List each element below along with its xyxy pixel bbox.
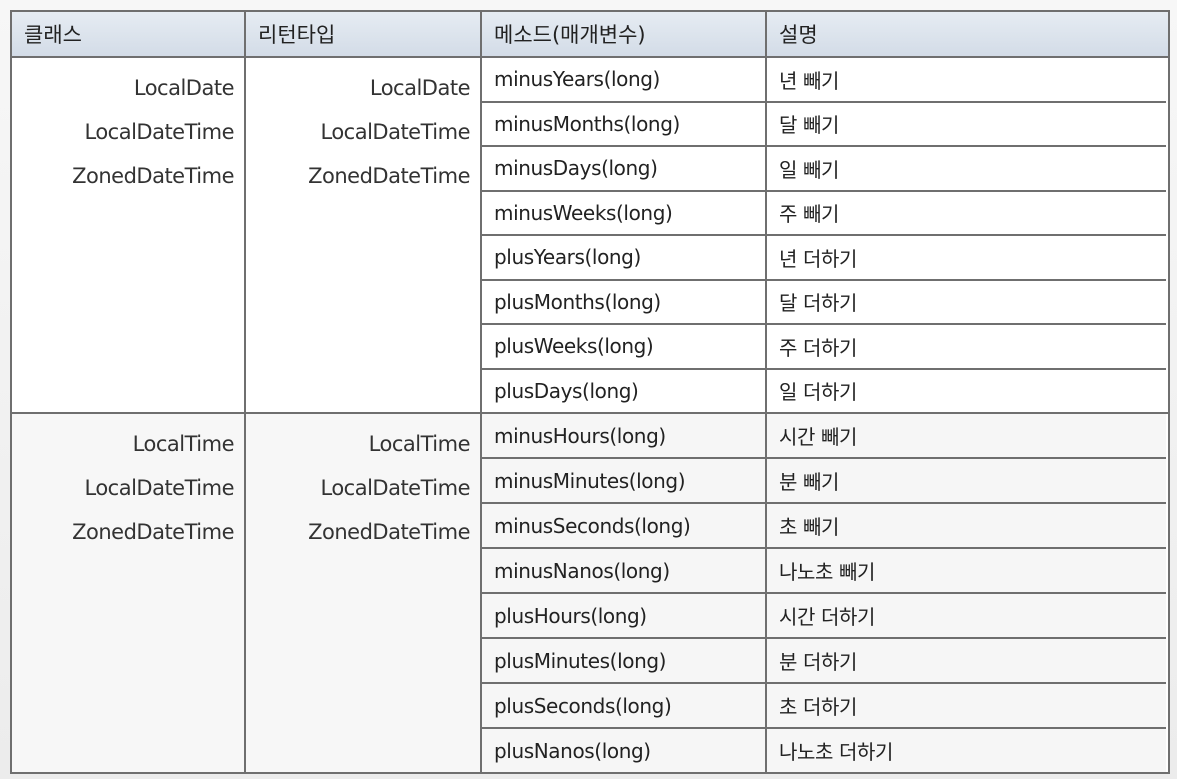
table-row: plusDays(long) 일 더하기 bbox=[482, 369, 1166, 412]
return-type: LocalDateTime bbox=[320, 476, 470, 500]
description-cell: 년 더하기 bbox=[779, 246, 857, 271]
class-name: LocalDateTime bbox=[84, 120, 234, 144]
method-cell: minusMonths(long) bbox=[482, 102, 767, 145]
return-types: LocalTime LocalDateTime ZonedDateTime bbox=[246, 414, 482, 772]
return-type: LocalDateTime bbox=[320, 120, 470, 144]
method-cell: minusNanos(long) bbox=[482, 549, 767, 592]
method-rows: minusHours(long) 시간 빼기 minusMinutes(long… bbox=[482, 414, 1166, 772]
description-cell: 초 더하기 bbox=[779, 695, 857, 719]
description-cell: 분 빼기 bbox=[779, 470, 839, 494]
table-row: plusNanos(long) 나노초 더하기 bbox=[482, 729, 1166, 772]
table-row: minusMinutes(long) 분 빼기 bbox=[482, 459, 1166, 504]
method-cell: plusMinutes(long) bbox=[482, 639, 767, 682]
table-row: plusWeeks(long) 주 더하기 bbox=[482, 325, 1166, 370]
table-row: plusMonths(long) 달 더하기 bbox=[482, 280, 1166, 325]
table-header: 클래스 리턴타입 메소드(매개변수) 설명 bbox=[12, 12, 1168, 58]
description-cell: 나노초 더하기 bbox=[779, 740, 893, 764]
return-type: LocalTime bbox=[368, 432, 471, 456]
method-cell: minusYears(long) bbox=[482, 58, 767, 101]
return-type: ZonedDateTime bbox=[308, 164, 470, 188]
description-cell: 분 더하기 bbox=[779, 650, 857, 674]
method-cell: minusWeeks(long) bbox=[482, 191, 767, 234]
table-row: plusMinutes(long) 분 더하기 bbox=[482, 639, 1166, 684]
description-cell: 달 더하기 bbox=[779, 291, 857, 316]
method-table: 클래스 리턴타입 메소드(매개변수) 설명 LocalDate LocalDat… bbox=[10, 10, 1170, 774]
class-name: ZonedDateTime bbox=[72, 164, 234, 188]
header-return-type: 리턴타입 bbox=[246, 12, 482, 56]
method-cell: minusMinutes(long) bbox=[482, 459, 767, 502]
table-row: minusMonths(long) 달 빼기 bbox=[482, 102, 1166, 147]
header-method: 메소드(매개변수) bbox=[482, 12, 767, 56]
description-cell: 초 빼기 bbox=[779, 515, 839, 539]
method-cell: plusDays(long) bbox=[482, 369, 767, 412]
table-row: plusHours(long) 시간 더하기 bbox=[482, 594, 1166, 639]
class-names: LocalDate LocalDateTime ZonedDateTime bbox=[12, 58, 246, 412]
method-cell: plusMonths(long) bbox=[482, 280, 767, 323]
header-class: 클래스 bbox=[12, 12, 246, 56]
table-row: plusSeconds(long) 초 더하기 bbox=[482, 684, 1166, 729]
method-cell: plusYears(long) bbox=[482, 236, 767, 279]
description-cell: 나노초 빼기 bbox=[779, 560, 875, 584]
class-name: LocalDate bbox=[133, 76, 235, 100]
class-names: LocalTime LocalDateTime ZonedDateTime bbox=[12, 414, 246, 772]
method-rows: minusYears(long) 년 빼기 minusMonths(long) … bbox=[482, 58, 1166, 412]
description-cell: 시간 빼기 bbox=[779, 425, 857, 449]
method-cell: plusNanos(long) bbox=[482, 729, 767, 772]
class-name: LocalDateTime bbox=[84, 476, 234, 500]
table-row: minusHours(long) 시간 빼기 bbox=[482, 414, 1166, 459]
table-row: minusSeconds(long) 초 빼기 bbox=[482, 504, 1166, 549]
description-cell: 주 더하기 bbox=[779, 335, 857, 360]
description-cell: 시간 더하기 bbox=[779, 605, 875, 629]
description-cell: 년 빼기 bbox=[779, 68, 839, 93]
table-row: minusNanos(long) 나노초 빼기 bbox=[482, 549, 1166, 594]
table-row: minusWeeks(long) 주 빼기 bbox=[482, 191, 1166, 236]
return-type: LocalDate bbox=[369, 76, 471, 100]
method-cell: minusSeconds(long) bbox=[482, 504, 767, 547]
method-cell: plusWeeks(long) bbox=[482, 325, 767, 368]
method-cell: minusDays(long) bbox=[482, 147, 767, 190]
method-cell: minusHours(long) bbox=[482, 414, 767, 457]
table-row: minusDays(long) 일 빼기 bbox=[482, 147, 1166, 192]
return-types: LocalDate LocalDateTime ZonedDateTime bbox=[246, 58, 482, 412]
description-cell: 주 빼기 bbox=[779, 202, 839, 227]
class-name: ZonedDateTime bbox=[72, 520, 234, 544]
description-cell: 일 빼기 bbox=[779, 157, 839, 182]
table-row: plusYears(long) 년 더하기 bbox=[482, 236, 1166, 281]
table-row: minusYears(long) 년 빼기 bbox=[482, 58, 1166, 103]
date-methods-group: LocalDate LocalDateTime ZonedDateTime Lo… bbox=[12, 58, 1168, 414]
method-cell: plusHours(long) bbox=[482, 594, 767, 637]
return-type: ZonedDateTime bbox=[308, 520, 470, 544]
method-cell: plusSeconds(long) bbox=[482, 684, 767, 727]
header-description: 설명 bbox=[779, 23, 818, 47]
class-name: LocalTime bbox=[132, 432, 235, 456]
description-cell: 일 더하기 bbox=[779, 380, 857, 405]
time-methods-group: LocalTime LocalDateTime ZonedDateTime Lo… bbox=[12, 414, 1168, 772]
description-cell: 달 빼기 bbox=[779, 113, 839, 138]
